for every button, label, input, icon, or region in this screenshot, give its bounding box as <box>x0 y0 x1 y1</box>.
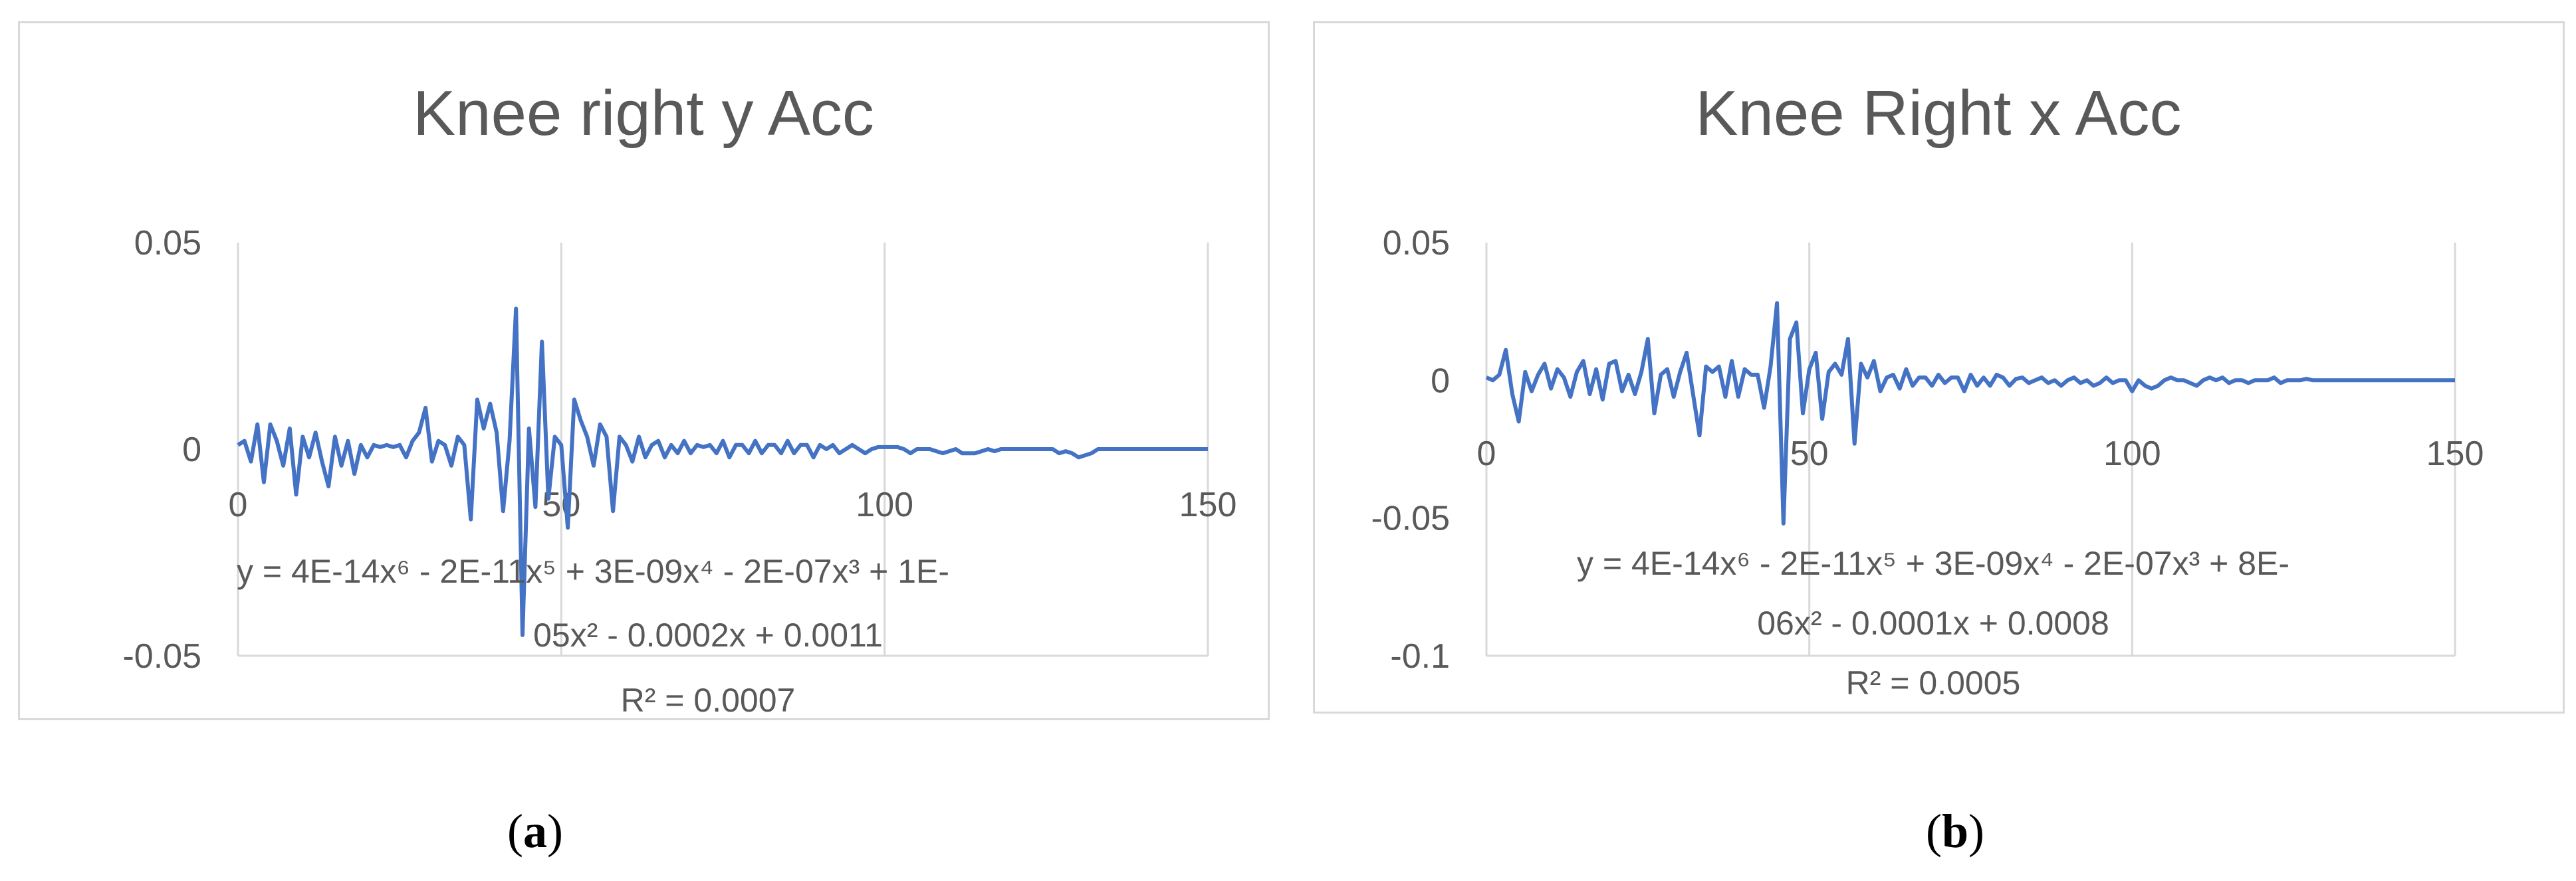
b-y-tick-label-3: -0.1 <box>1390 637 1450 676</box>
b-x-tick-label-3: 150 <box>2426 435 2484 473</box>
a-y-tick-label-1: 0 <box>182 431 201 469</box>
caption-b: (b) <box>1926 805 1985 858</box>
b-x-tick-label-1: 50 <box>1790 435 1829 473</box>
chart-panel-a: Knee right y Acc 0.05 0 -0.05 0 50 100 150 y … <box>18 21 1270 720</box>
chart-b-trendline-equation-line1: y = 4E-14x⁶ - 2E-11x⁵ + 3E-09x⁴ - 2E-07x… <box>1577 545 2289 582</box>
b-x-tick-label-0: 0 <box>1477 435 1496 473</box>
a-y-tick-label-2: -0.05 <box>122 637 201 676</box>
b-y-tick-label-0: 0.05 <box>1383 224 1450 262</box>
chart-b-title: Knee Right x Acc <box>1695 78 2181 149</box>
b-y-tick-label-2: -0.05 <box>1371 500 1450 538</box>
a-x-tick-label-3: 150 <box>1179 486 1237 524</box>
caption-a: (a) <box>507 805 563 858</box>
a-y-tick-label-0: 0.05 <box>134 224 201 262</box>
b-y-tick-label-1: 0 <box>1431 361 1450 400</box>
chart-a-trendline-equation-line1: y = 4E-14x⁶ - 2E-11x⁵ + 3E-09x⁴ - 2E-07x… <box>237 553 949 590</box>
b-x-tick-label-2: 100 <box>2103 435 2161 473</box>
chart-panel-b: Knee Right x Acc 0.05 0 -0.05 -0.1 0 50 100 15… <box>1313 21 2565 714</box>
chart-b-trendline-equation-line2: 06x² - 0.0001x + 0.0008 <box>1757 605 2109 642</box>
chart-a-r-squared: R² = 0.0007 <box>621 682 796 718</box>
chart-b-series-line <box>1485 301 2455 526</box>
chart-a-title: Knee right y Acc <box>413 78 874 149</box>
chart-b-svg: Knee Right x Acc 0.05 0 -0.05 -0.1 0 50 100 15… <box>1371 78 2484 702</box>
chart-a-trendline-equation-line2: 05x² - 0.0002x + 0.0011 <box>533 617 883 654</box>
a-x-tick-label-0: 0 <box>229 486 248 524</box>
chart-a-svg: Knee right y Acc 0.050-0.05 0 50 100 150 y … <box>122 78 1237 718</box>
a-x-tick-label-2: 100 <box>856 486 913 524</box>
chart-a-series-line <box>237 306 1208 637</box>
chart-b-r-squared: R² = 0.0005 <box>1846 664 2021 702</box>
